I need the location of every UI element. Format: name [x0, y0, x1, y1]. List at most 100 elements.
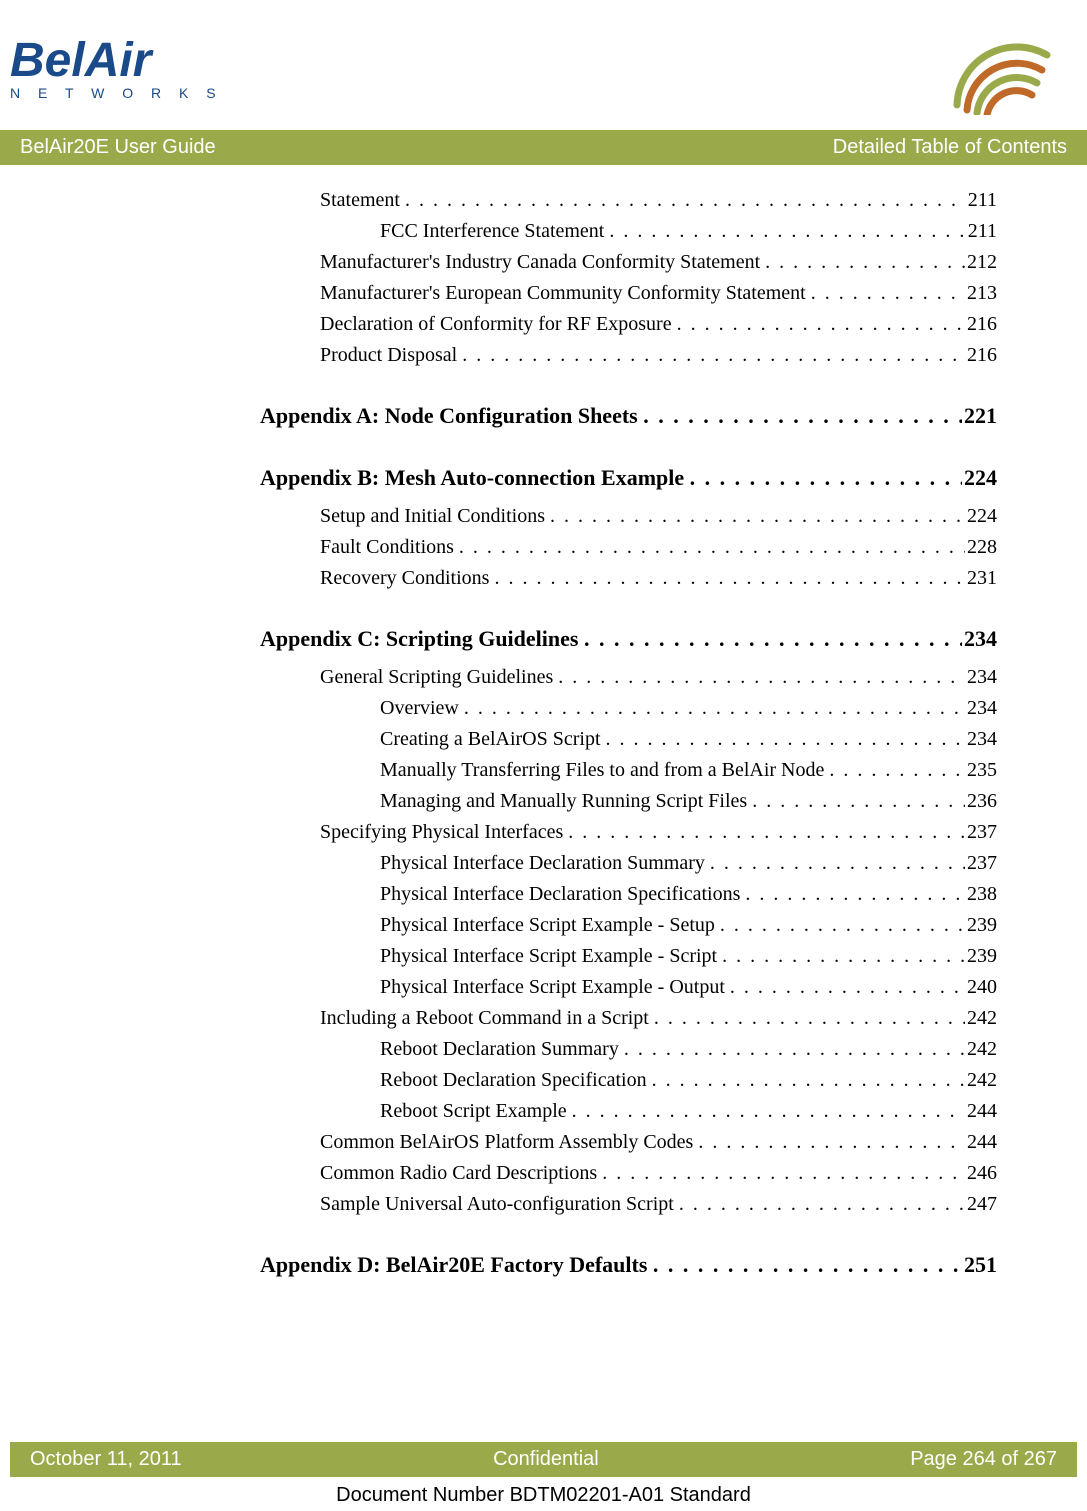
toc-page: 238 [965, 879, 997, 910]
logo-right-icon [937, 25, 1057, 115]
toc-line: FCC Interference Statement 211 [260, 216, 997, 247]
toc-leader-dots [654, 1003, 965, 1034]
title-right: Detailed Table of Contents [833, 136, 1067, 159]
toc-leader-dots [464, 693, 965, 724]
toc-page: 246 [965, 1158, 997, 1189]
footer-bar: October 11, 2011 Confidential Page 264 o… [10, 1442, 1077, 1477]
toc-page: 239 [965, 910, 997, 941]
toc-page: 244 [965, 1127, 997, 1158]
footer-left: October 11, 2011 [30, 1448, 182, 1471]
toc-page: 235 [965, 755, 997, 786]
toc-leader-dots [765, 247, 965, 278]
toc-label: Physical Interface Declaration Specifica… [380, 879, 745, 910]
toc-leader-dots [643, 399, 962, 433]
toc-label: Appendix C: Scripting Guidelines [260, 622, 584, 656]
toc-line: Physical Interface Script Example - Outp… [260, 972, 997, 1003]
toc-leader-dots [459, 532, 965, 563]
toc-leader-dots [745, 879, 965, 910]
toc-line: Physical Interface Declaration Summary 2… [260, 848, 997, 879]
toc-leader-dots [572, 1096, 965, 1127]
toc-page: 211 [966, 216, 997, 247]
toc-label: Setup and Initial Conditions [320, 501, 550, 532]
toc-line: Fault Conditions 228 [260, 532, 997, 563]
toc-line: General Scripting Guidelines 234 [260, 662, 997, 693]
toc-line: Common Radio Card Descriptions 246 [260, 1158, 997, 1189]
toc-leader-dots [679, 1189, 965, 1220]
toc-page: 240 [965, 972, 997, 1003]
toc-line: Recovery Conditions 231 [260, 563, 997, 594]
header: BelAir N E T W O R K S [0, 0, 1087, 130]
toc-label: Physical Interface Script Example - Scri… [380, 941, 722, 972]
toc-label: Managing and Manually Running Script Fil… [380, 786, 752, 817]
toc-label: Common Radio Card Descriptions [320, 1158, 602, 1189]
toc-leader-dots [568, 817, 965, 848]
toc-leader-dots [677, 309, 965, 340]
toc-leader-dots [652, 1065, 965, 1096]
toc-page: 239 [965, 941, 997, 972]
toc-label: Reboot Script Example [380, 1096, 572, 1127]
toc-page: 242 [965, 1034, 997, 1065]
toc-content: Statement 211FCC Interference Statement … [0, 165, 1087, 1308]
toc-label: FCC Interference Statement [380, 216, 609, 247]
toc-line: Setup and Initial Conditions 224 [260, 501, 997, 532]
toc-page: 244 [965, 1096, 997, 1127]
toc-line: Common BelAirOS Platform Assembly Codes … [260, 1127, 997, 1158]
toc-leader-dots [690, 461, 962, 495]
toc-leader-dots [653, 1248, 962, 1282]
toc-line: Physical Interface Script Example - Scri… [260, 941, 997, 972]
toc-line: Appendix A: Node Configuration Sheets 22… [260, 399, 997, 433]
toc-line: Manufacturer's European Community Confor… [260, 278, 997, 309]
toc-label: Creating a BelAirOS Script [380, 724, 606, 755]
toc-leader-dots [606, 724, 965, 755]
footer-right: Page 264 of 267 [910, 1448, 1057, 1471]
toc-label: Manually Transferring Files to and from … [380, 755, 829, 786]
toc-label: Statement [320, 185, 405, 216]
toc-line: Physical Interface Script Example - Setu… [260, 910, 997, 941]
toc-page: 224 [962, 461, 997, 495]
toc-leader-dots [405, 185, 966, 216]
toc-label: Product Disposal [320, 340, 462, 371]
toc-line: Overview 234 [260, 693, 997, 724]
toc-page: 221 [962, 399, 997, 433]
toc-label: Physical Interface Script Example - Setu… [380, 910, 720, 941]
toc-label: Overview [380, 693, 464, 724]
toc-label: Recovery Conditions [320, 563, 494, 594]
toc-line: Manufacturer's Industry Canada Conformit… [260, 247, 997, 278]
toc-label: Manufacturer's Industry Canada Conformit… [320, 247, 765, 278]
toc-page: 213 [965, 278, 997, 309]
toc-leader-dots [720, 910, 965, 941]
toc-page: 211 [966, 185, 997, 216]
toc-label: Appendix B: Mesh Auto-connection Example [260, 461, 690, 495]
toc-page: 228 [965, 532, 997, 563]
toc-line: Product Disposal 216 [260, 340, 997, 371]
toc-line: Reboot Declaration Specification 242 [260, 1065, 997, 1096]
toc-line: Appendix B: Mesh Auto-connection Example… [260, 461, 997, 495]
toc-page: 231 [965, 563, 997, 594]
doc-number: Document Number BDTM02201-A01 Standard [0, 1484, 1087, 1507]
toc-page: 242 [965, 1065, 997, 1096]
toc-label: Physical Interface Script Example - Outp… [380, 972, 730, 1003]
toc-label: Sample Universal Auto-configuration Scri… [320, 1189, 679, 1220]
toc-line: Statement 211 [260, 185, 997, 216]
toc-page: 224 [965, 501, 997, 532]
toc-page: 234 [965, 662, 997, 693]
toc-leader-dots [829, 755, 965, 786]
toc-leader-dots [752, 786, 965, 817]
toc-leader-dots [609, 216, 965, 247]
toc-label: General Scripting Guidelines [320, 662, 558, 693]
toc-label: Manufacturer's European Community Confor… [320, 278, 811, 309]
toc-page: 234 [962, 622, 997, 656]
toc-page: 234 [965, 693, 997, 724]
toc-page: 251 [962, 1248, 997, 1282]
toc-leader-dots [584, 622, 962, 656]
toc-line: Sample Universal Auto-configuration Scri… [260, 1189, 997, 1220]
toc-line: Including a Reboot Command in a Script 2… [260, 1003, 997, 1034]
toc-page: 237 [965, 848, 997, 879]
toc-label: Appendix A: Node Configuration Sheets [260, 399, 643, 433]
toc-leader-dots [462, 340, 965, 371]
toc-page: 247 [965, 1189, 997, 1220]
toc-page: 216 [965, 340, 997, 371]
toc-leader-dots [602, 1158, 965, 1189]
toc-line: Manually Transferring Files to and from … [260, 755, 997, 786]
toc-line: Reboot Script Example 244 [260, 1096, 997, 1127]
